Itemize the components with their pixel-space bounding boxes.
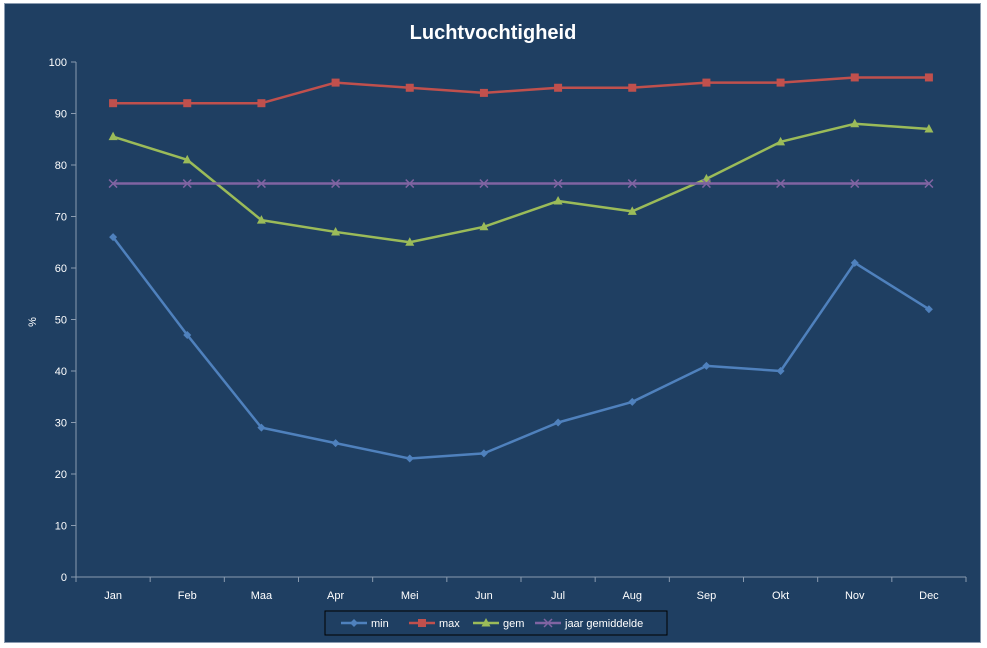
y-tick-labels: 0 10 20 30 40 50 60 70 80 90 100: [49, 57, 67, 584]
data-point: [924, 123, 934, 133]
x-tick-label: Sep: [697, 590, 717, 602]
data-point: [776, 367, 785, 375]
data-point: [257, 423, 266, 432]
legend-item: min: [341, 618, 389, 630]
x-tick-label: Apr: [327, 590, 344, 602]
series-max: [109, 73, 933, 108]
data-point: [850, 179, 860, 189]
y-tick-label: 20: [55, 469, 67, 481]
legend-item: gem: [473, 618, 524, 630]
legend-label: gem: [503, 618, 524, 630]
y-tick-label: 60: [55, 263, 67, 275]
data-point: [183, 330, 192, 339]
data-point: [924, 73, 933, 82]
data-point: [256, 179, 266, 189]
data-point: [109, 99, 118, 108]
axes: [71, 61, 967, 582]
data-point: [702, 78, 711, 87]
y-tick-label: 40: [55, 366, 67, 378]
data-point: [479, 221, 489, 231]
legend: min max gem jaar gemiddelde: [324, 610, 668, 636]
legend-marker: [350, 619, 358, 627]
data-point: [776, 136, 786, 146]
series-min: [109, 233, 933, 463]
y-tick-label: 50: [55, 315, 67, 327]
data-point: [628, 397, 637, 406]
series-line: [112, 122, 930, 244]
data-point: [108, 179, 118, 189]
legend-marker: [481, 618, 491, 627]
legend-item: jaar gemiddelde: [535, 618, 643, 630]
x-tick-label: Maa: [251, 590, 273, 602]
data-point: [924, 305, 933, 314]
x-tick-label: Jan: [104, 590, 122, 602]
x-tick-labels: Jan Feb Maa Apr Mei Jun Jul Aug Sep Okt Nov Dec: [104, 590, 939, 602]
x-tick-label: Mei: [401, 590, 419, 602]
data-point: [553, 196, 563, 205]
data-point: [182, 154, 192, 164]
data-point: [553, 179, 563, 189]
data-point: [850, 258, 859, 267]
data-point: [479, 179, 489, 189]
x-tick-label: Okt: [772, 590, 789, 602]
data-point: [776, 78, 785, 87]
data-point: [702, 361, 711, 370]
chart-title: Luchtvochtigheid: [410, 22, 577, 44]
data-point: [850, 73, 859, 82]
y-tick-label: 70: [55, 212, 67, 224]
data-point: [405, 237, 415, 246]
legend-item: max: [409, 618, 460, 630]
series-layer: [108, 73, 934, 463]
y-tick-label: 100: [49, 57, 67, 69]
data-point: [331, 78, 340, 87]
data-point: [479, 88, 488, 97]
data-point: [627, 206, 637, 215]
data-point: [331, 179, 341, 189]
series-jaar-gemiddelde: [108, 179, 934, 189]
y-tick-label: 30: [55, 418, 67, 430]
data-point: [331, 439, 340, 448]
y-tick-label: 0: [61, 572, 67, 584]
data-point: [701, 179, 711, 189]
legend-label: max: [439, 618, 460, 630]
x-tick-label: Jul: [551, 590, 565, 602]
data-point: [256, 215, 266, 224]
y-tick-label: 90: [55, 109, 67, 121]
series-line: [112, 236, 930, 460]
data-point: [257, 99, 266, 108]
data-point: [183, 99, 192, 108]
data-point: [850, 118, 860, 128]
y-tick-label: 10: [55, 521, 67, 533]
line-chart: Luchtvochtigheid % 0 10 20 30 40 50 60 70 80 90 10…: [27, 22, 967, 636]
data-point: [331, 226, 341, 236]
data-point: [554, 418, 563, 427]
data-point: [405, 179, 415, 189]
x-tick-label: Feb: [178, 590, 197, 602]
data-point: [627, 179, 637, 189]
legend-marker: [543, 618, 553, 628]
data-point: [776, 179, 786, 189]
data-point: [109, 233, 118, 242]
chart-frame: Luchtvochtigheid % 0 10 20 30 40 50 60 70 80 90 10…: [4, 3, 981, 643]
y-axis-title: %: [27, 317, 39, 327]
legend-label: jaar gemiddelde: [564, 618, 643, 630]
data-point: [479, 449, 488, 458]
data-point: [405, 83, 414, 92]
data-point: [628, 83, 637, 92]
x-tick-label: Dec: [919, 590, 939, 602]
legend-box: [324, 610, 668, 636]
data-point: [108, 131, 118, 141]
y-tick-label: 80: [55, 160, 67, 172]
data-point: [924, 179, 934, 189]
legend-marker: [418, 619, 426, 627]
x-tick-label: Aug: [622, 590, 642, 602]
series-gem: [108, 118, 934, 246]
legend-label: min: [371, 618, 389, 630]
data-point: [405, 454, 414, 463]
data-point: [554, 83, 563, 92]
data-point: [182, 179, 192, 189]
series-line: [113, 76, 929, 105]
x-tick-label: Nov: [845, 590, 865, 602]
x-tick-label: Jun: [475, 590, 493, 602]
